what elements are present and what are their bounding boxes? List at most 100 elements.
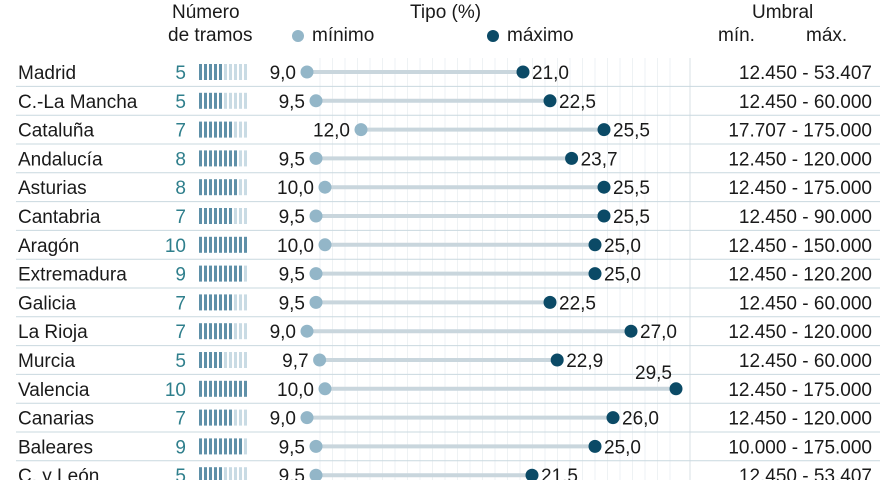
tramos-segment-empty xyxy=(239,352,242,368)
tramos-segment-filled xyxy=(214,265,217,282)
min-dot xyxy=(309,439,323,453)
tramos-segment-filled xyxy=(209,323,212,340)
tramos-segment-filled xyxy=(209,467,212,480)
max-value-label: 25,5 xyxy=(613,207,650,228)
min-dot xyxy=(300,324,314,338)
tramos-segment-filled xyxy=(204,294,207,311)
max-dot xyxy=(669,382,683,396)
tramos-segment-filled xyxy=(204,265,207,282)
min-value-label: 9,0 xyxy=(270,409,296,430)
tramos-segment-filled xyxy=(214,64,217,80)
legend-min-label: mínimo xyxy=(312,25,375,46)
tramos-segment-filled xyxy=(209,380,212,397)
header-tramos-line1: Número xyxy=(172,2,240,23)
tramos-segment-empty xyxy=(239,150,242,167)
tramos-segment-filled xyxy=(204,467,207,480)
tramos-count: 7 xyxy=(175,207,186,228)
tramos-segment-filled xyxy=(199,352,202,368)
legend-max-dot xyxy=(487,30,499,42)
tramos-segment-empty xyxy=(239,208,242,224)
tramos-count: 8 xyxy=(175,149,186,170)
legend-max: máximo xyxy=(487,25,574,47)
tramos-segment-empty xyxy=(244,265,247,282)
tramos-segment-filled xyxy=(204,438,207,455)
tramos-segment-filled xyxy=(219,208,222,224)
tramos-segment-empty xyxy=(234,294,237,311)
min-dot xyxy=(309,468,323,480)
region-label: C. y León xyxy=(18,466,99,480)
tramos-segment-filled xyxy=(234,179,237,196)
region-label: C.-La Mancha xyxy=(18,92,138,113)
tramos-count: 7 xyxy=(175,121,186,142)
tramos-segment-filled xyxy=(219,352,222,368)
max-dot xyxy=(565,151,579,165)
tramos-segment-filled xyxy=(199,323,202,340)
tramos-segment-filled xyxy=(234,265,237,282)
region-label: La Rioja xyxy=(18,322,88,343)
tramos-segment-filled xyxy=(204,352,207,368)
region-label: Madrid xyxy=(18,63,76,84)
tramos-segment-filled xyxy=(224,236,227,253)
tramos-segment-empty xyxy=(244,179,247,196)
tramos-segment-empty xyxy=(244,467,247,480)
umbral-range: 12.450 - 53.407 xyxy=(739,63,872,84)
tramos-segment-empty xyxy=(244,64,247,80)
umbral-range: 12.450 - 120.000 xyxy=(728,409,872,430)
tramos-segment-filled xyxy=(224,438,227,455)
tramos-segment-filled xyxy=(219,64,222,80)
tramos-segment-filled xyxy=(244,380,247,397)
tramos-count: 8 xyxy=(175,178,186,199)
tramos-segment-filled xyxy=(224,294,227,311)
tramos-segment-filled xyxy=(204,323,207,340)
tramos-segment-filled xyxy=(214,121,217,138)
max-value-label: 26,0 xyxy=(622,409,659,430)
min-dot xyxy=(318,180,332,194)
tramos-segment-empty xyxy=(229,467,232,480)
tramos-segment-filled xyxy=(214,150,217,167)
tramos-segment-empty xyxy=(239,409,242,426)
header-umbral-min: mín. xyxy=(718,25,755,46)
tramos-segment-filled xyxy=(219,323,222,340)
tramos-segment-empty xyxy=(244,121,247,138)
tramos-segment-empty xyxy=(229,64,232,80)
min-value-label: 9,5 xyxy=(279,92,305,113)
min-dot xyxy=(300,65,314,79)
tramos-segment-filled xyxy=(229,265,232,282)
tramos-segment-filled xyxy=(199,92,202,109)
tramos-segment-filled xyxy=(229,294,232,311)
tramos-segment-filled xyxy=(204,236,207,253)
tramos-segment-filled xyxy=(214,467,217,480)
tramos-segment-filled xyxy=(224,380,227,397)
tramos-count: 10 xyxy=(165,380,186,401)
max-dot xyxy=(597,123,611,137)
tramos-segment-filled xyxy=(209,265,212,282)
min-value-label: 9,5 xyxy=(279,466,305,480)
tramos-segment-filled xyxy=(229,179,232,196)
tramos-segment-filled xyxy=(209,92,212,109)
tramos-segment-filled xyxy=(219,150,222,167)
tramos-segment-filled xyxy=(204,380,207,397)
tramos-segment-filled xyxy=(219,294,222,311)
tramos-segment-filled xyxy=(229,121,232,138)
min-dot xyxy=(309,267,323,281)
umbral-range: 12.450 - 150.000 xyxy=(728,236,872,257)
tramos-segment-filled xyxy=(214,409,217,426)
tramos-segment-filled xyxy=(234,380,237,397)
tramos-segment-empty xyxy=(239,121,242,138)
tramos-segment-filled xyxy=(209,294,212,311)
tramos-segment-filled xyxy=(199,236,202,253)
max-dot xyxy=(588,238,602,252)
min-dot xyxy=(313,353,327,367)
tramos-segment-filled xyxy=(209,352,212,368)
tramos-segment-filled xyxy=(219,236,222,253)
legend-min: mínimo xyxy=(292,25,374,47)
max-dot xyxy=(624,324,638,338)
min-dot xyxy=(318,238,332,252)
max-dot xyxy=(597,180,611,194)
tramos-count: 5 xyxy=(175,351,186,372)
max-value-label: 27,0 xyxy=(640,322,677,343)
tramos-segment-filled xyxy=(204,64,207,80)
max-dot xyxy=(606,411,620,425)
tramos-segment-filled xyxy=(229,150,232,167)
tramos-count: 9 xyxy=(175,265,186,286)
